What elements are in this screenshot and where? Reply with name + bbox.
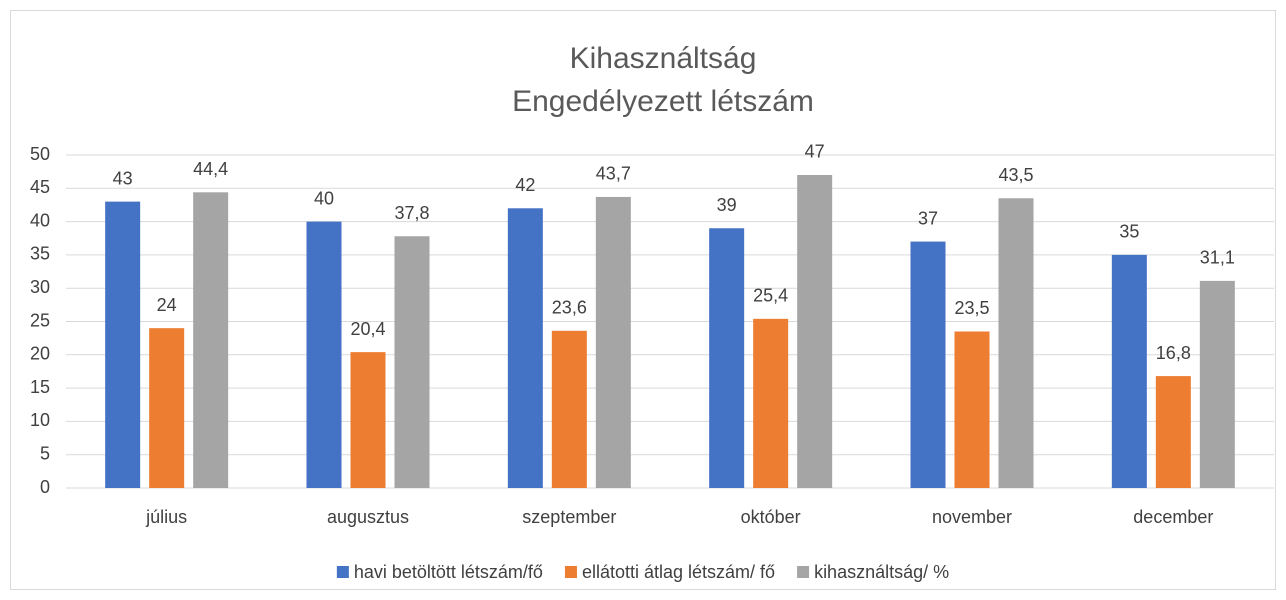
bar	[350, 352, 386, 488]
bar	[1111, 254, 1147, 488]
bar	[998, 198, 1034, 489]
bar	[910, 241, 946, 488]
bar	[105, 201, 141, 488]
y-tick-label: 15	[30, 377, 50, 397]
bar	[394, 236, 430, 488]
chart-title: Engedélyezett létszám	[512, 85, 814, 118]
data-label: 47	[805, 142, 825, 162]
x-tick-label: szeptember	[522, 507, 616, 527]
x-tick-label: december	[1133, 507, 1213, 527]
y-tick-label: 35	[30, 244, 50, 264]
bar	[1155, 376, 1191, 488]
bar	[753, 318, 789, 488]
bar	[797, 174, 833, 489]
bar	[595, 196, 631, 488]
y-tick-label: 30	[30, 277, 50, 297]
data-label: 39	[717, 195, 737, 215]
bar	[193, 192, 229, 488]
legend-label: kihasználtság/ %	[814, 562, 949, 582]
data-label: 31,1	[1200, 248, 1235, 268]
data-label: 20,4	[350, 319, 385, 339]
data-label: 37,8	[394, 203, 429, 223]
data-label: 43,5	[998, 165, 1033, 185]
x-tick-label: augusztus	[327, 507, 409, 527]
bar	[306, 221, 342, 488]
y-tick-label: 10	[30, 410, 50, 430]
y-tick-label: 40	[30, 210, 50, 230]
chart-title: Kihasználtság	[570, 42, 757, 75]
y-tick-label: 0	[40, 477, 50, 497]
x-tick-label: október	[741, 507, 801, 527]
data-label: 43,7	[596, 164, 631, 184]
y-tick-label: 45	[30, 177, 50, 197]
data-label: 40	[314, 188, 334, 208]
data-label: 44,4	[193, 159, 228, 179]
data-label: 23,5	[954, 298, 989, 318]
x-tick-label: július	[145, 507, 187, 527]
legend-swatch	[564, 566, 577, 578]
y-tick-label: 20	[30, 344, 50, 364]
data-label: 42	[515, 175, 535, 195]
bar	[507, 208, 543, 488]
x-tick-label: november	[932, 507, 1012, 527]
bar	[954, 331, 990, 488]
bar	[551, 330, 587, 488]
bar	[709, 228, 745, 488]
data-label: 24	[157, 295, 177, 315]
legend-label: havi betöltött létszám/fő	[354, 562, 543, 582]
data-label: 35	[1119, 222, 1139, 242]
legend-swatch	[336, 566, 349, 578]
legend-label: ellátotti átlag létszám/ fő	[582, 562, 775, 582]
data-label: 43	[113, 168, 133, 188]
legend-swatch	[797, 566, 810, 578]
bar	[149, 328, 185, 488]
bar	[1199, 280, 1235, 488]
data-label: 25,4	[753, 286, 788, 306]
data-label: 37	[918, 208, 938, 228]
y-tick-label: 5	[40, 443, 50, 463]
data-label: 16,8	[1156, 343, 1191, 363]
y-tick-label: 25	[30, 310, 50, 330]
data-label: 23,6	[552, 298, 587, 318]
y-tick-label: 50	[30, 144, 50, 164]
